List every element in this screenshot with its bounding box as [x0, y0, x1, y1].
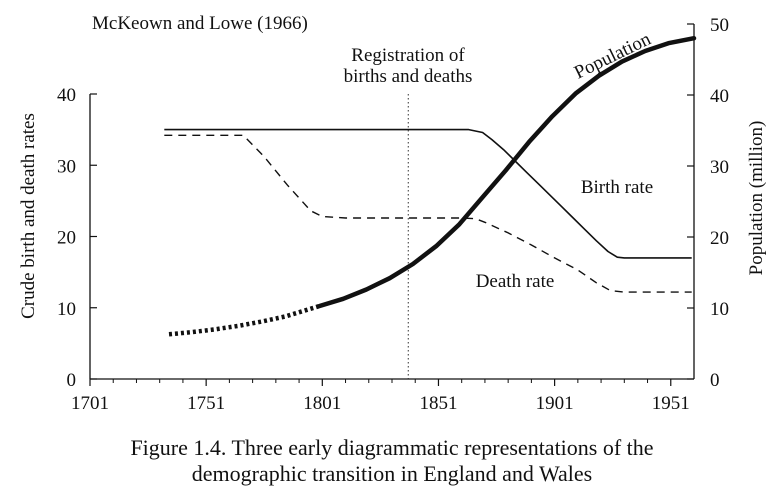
right-tick-label: 20 [710, 228, 729, 249]
birth-rate-line [164, 128, 692, 259]
axes-group: 1701 1751 1801 1851 1901 1951 0 10 20 30 40 0 10 20 30… [57, 15, 729, 414]
left-tick-label: 30 [57, 156, 76, 177]
x-tick-label: 1951 [652, 393, 690, 414]
population-label: Population [571, 28, 655, 83]
left-tick-label: 0 [67, 370, 77, 391]
x-tick-label: 1901 [536, 393, 574, 414]
right-tick-label: 0 [710, 370, 720, 391]
right-tick-label: 40 [710, 86, 729, 107]
population-line-dotted [168, 303, 321, 337]
labels-group: McKeown and Lowe (1966) Registration of … [18, 13, 767, 486]
caption-line-2: demographic transition in England and Wa… [192, 461, 592, 486]
x-tick-label: 1751 [187, 393, 225, 414]
death-rate-label: Death rate [476, 271, 555, 292]
marker-label-line-1: Registration of [351, 45, 465, 66]
population-line [317, 35, 697, 309]
source-note: McKeown and Lowe (1966) [92, 13, 308, 34]
right-tick-label: 50 [710, 15, 729, 36]
right-axis-title: Population (million) [746, 121, 767, 276]
x-tick-label: 1801 [303, 393, 341, 414]
x-tick-label: 1851 [419, 393, 457, 414]
right-tick-label: 10 [710, 299, 729, 320]
right-tick-label: 30 [710, 157, 729, 178]
marker-label-line-2: births and deaths [344, 66, 473, 87]
left-tick-label: 10 [57, 299, 76, 320]
death-rate-line [164, 134, 692, 293]
birth-rate-label: Birth rate [581, 177, 653, 198]
left-tick-label: 40 [57, 85, 76, 106]
caption-line-1: Figure 1.4. Three early diagrammatic rep… [130, 435, 653, 460]
left-tick-label: 20 [57, 228, 76, 249]
x-tick-label: 1701 [71, 393, 109, 414]
series-group [164, 35, 697, 337]
left-axis-title: Crude birth and death rates [18, 113, 39, 319]
